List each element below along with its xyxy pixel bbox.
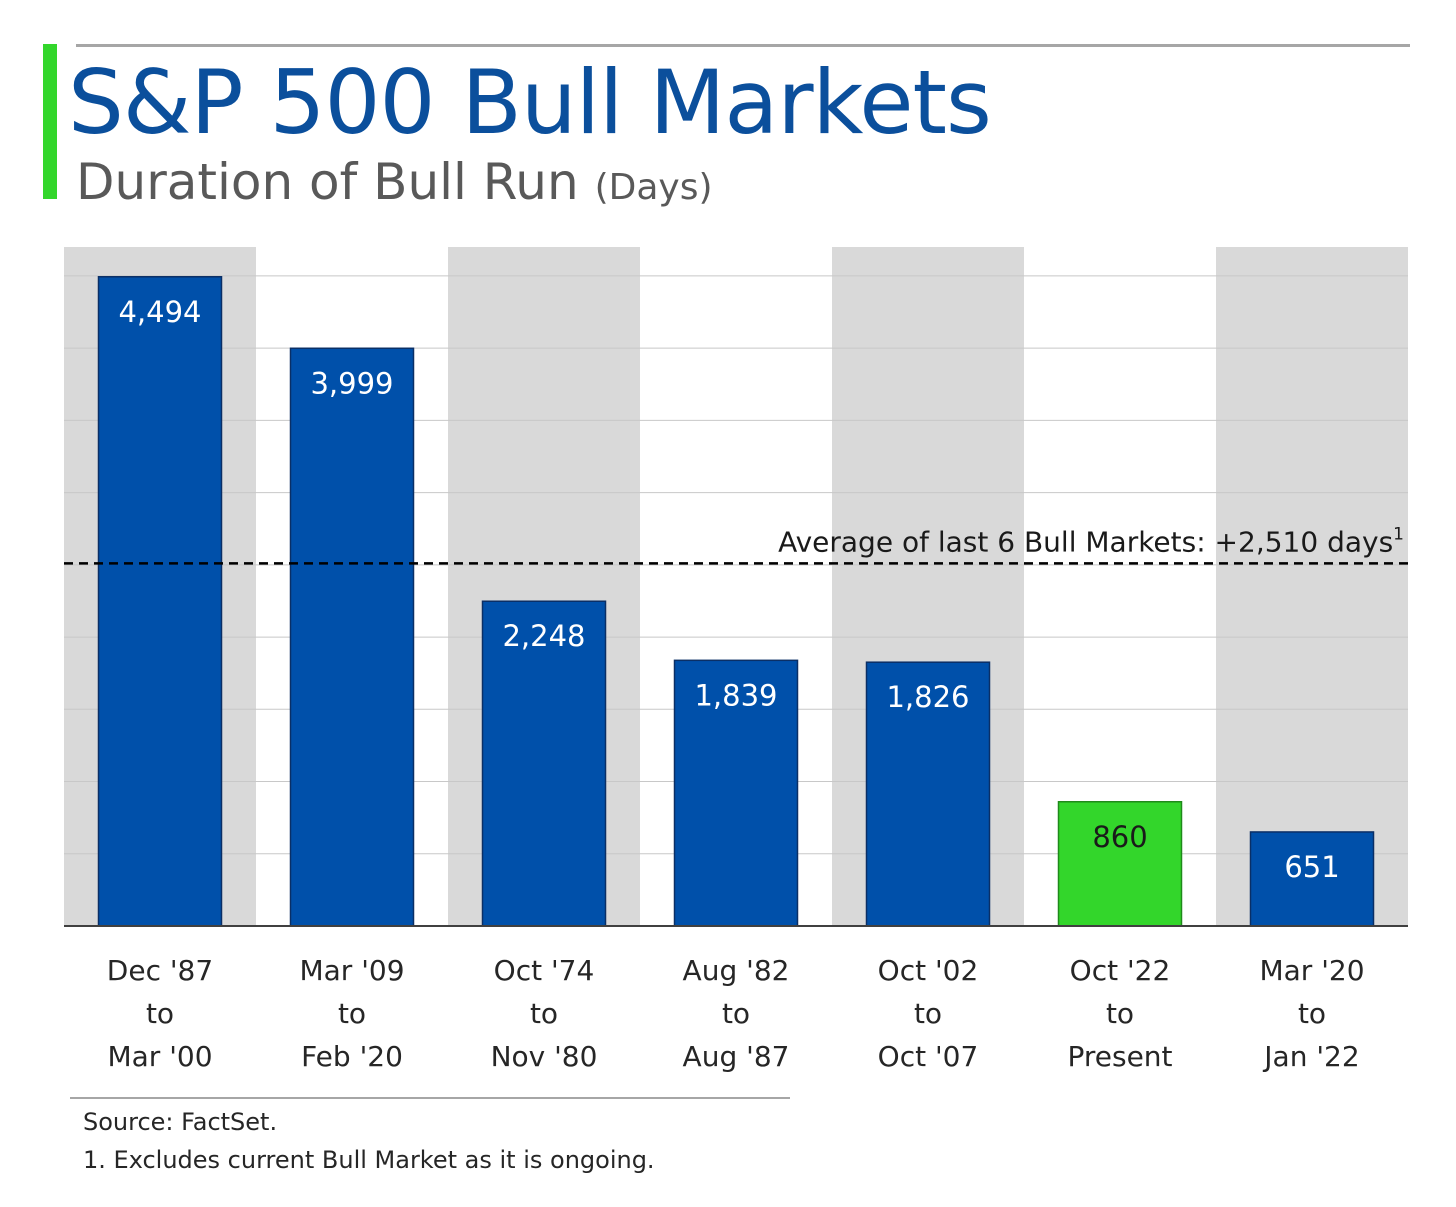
bar (289, 347, 415, 927)
title-accent-bar (43, 44, 57, 199)
source-note: Source: FactSet. (83, 1108, 278, 1136)
source-rule (70, 1097, 790, 1099)
x-tick-label: Mar '00 (107, 1040, 212, 1073)
average-reference-label: Average of last 6 Bull Markets: +2,510 d… (778, 524, 1404, 558)
x-tick-label: Oct '07 (878, 1040, 979, 1073)
x-tick-label: Nov '80 (491, 1040, 598, 1073)
footnote-mark: 1 (1393, 524, 1404, 544)
bar-value-label: 651 (1284, 850, 1339, 884)
bar-value-label: 1,839 (694, 678, 777, 712)
bar-value-label: 3,999 (310, 366, 393, 400)
x-tick-label: Jan '22 (1262, 1040, 1359, 1073)
x-tick-label: Aug '82 (683, 954, 790, 987)
subtitle-text: Duration of Bull Run (76, 153, 579, 211)
bar (1057, 801, 1183, 927)
x-tick-label: Present (1067, 1040, 1172, 1073)
x-tick-label: to (1106, 997, 1134, 1030)
bar (97, 276, 223, 927)
bar-value-label: 2,248 (502, 619, 585, 653)
bar-value-label: 4,494 (118, 295, 201, 329)
x-tick-label: Dec '87 (107, 954, 213, 987)
bar-value-label: 1,826 (886, 680, 969, 714)
chart-title: S&P 500 Bull Markets (68, 51, 992, 154)
x-tick-label: Aug '87 (683, 1040, 790, 1073)
bar (865, 661, 991, 927)
x-tick-label: to (146, 997, 174, 1030)
bar (673, 659, 799, 927)
x-tick-label: Mar '09 (299, 954, 404, 987)
x-tick-label: to (914, 997, 942, 1030)
x-tick-label: Oct '74 (494, 954, 595, 987)
x-tick-label: to (338, 997, 366, 1030)
x-tick-label: Oct '22 (1070, 954, 1171, 987)
top-rule (76, 44, 1410, 47)
x-tick-label: to (1298, 997, 1326, 1030)
x-tick-label: Mar '20 (1259, 954, 1364, 987)
x-tick-label: to (530, 997, 558, 1030)
x-tick-label: to (722, 997, 750, 1030)
bar (481, 600, 607, 927)
column-band (1216, 247, 1408, 926)
bar-value-label: 860 (1092, 820, 1147, 854)
x-tick-label: Oct '02 (878, 954, 979, 987)
footnote: 1. Excludes current Bull Market as it is… (83, 1146, 655, 1174)
x-tick-label: Feb '20 (301, 1040, 403, 1073)
bar-chart: 4,494 Dec '87 to Mar '00 3,999 Mar '09 to Feb '… (64, 247, 1408, 1073)
subtitle-unit: (Days) (594, 167, 713, 208)
chart-subtitle: Duration of Bull Run (Days) (76, 150, 713, 220)
